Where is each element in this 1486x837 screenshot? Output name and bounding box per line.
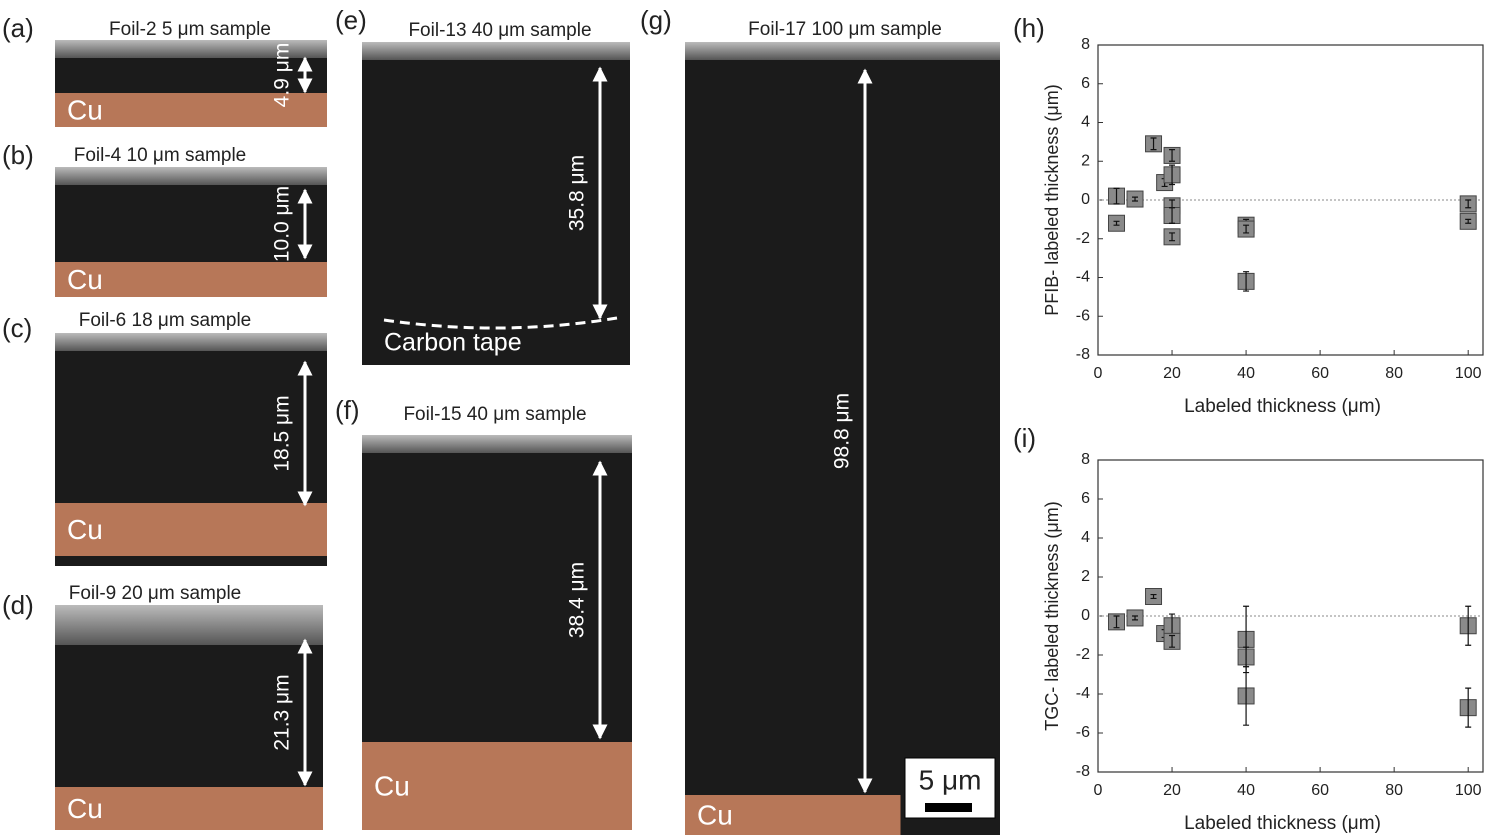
x-tick-label: 100: [1455, 365, 1482, 382]
substrate-label: Cu: [67, 264, 103, 295]
substrate-label: Cu: [67, 793, 103, 824]
thickness-label: 38.4 μm: [566, 562, 589, 638]
x-tick-label: 60: [1311, 782, 1329, 799]
panel-title: Foil-2 5 μm sample: [109, 19, 271, 40]
y-tick-label: 2: [1081, 152, 1090, 169]
panel-title: Foil-17 100 μm sample: [748, 19, 942, 40]
x-tick-label: 100: [1455, 782, 1482, 799]
y-axis-label: PFIB- labeled thickness (μm): [1042, 84, 1062, 315]
panel-letter: (h): [1013, 13, 1045, 43]
y-tick-label: 2: [1081, 568, 1090, 585]
scale-bar: [925, 803, 972, 812]
y-tick-label: 4: [1081, 529, 1090, 546]
panel-letter: (b): [2, 140, 34, 170]
surface-crust: [55, 167, 327, 185]
y-tick-label: 0: [1081, 607, 1090, 624]
y-tick-label: 6: [1081, 75, 1090, 92]
y-axis-label: TGC- labeled thickness (μm): [1042, 501, 1062, 730]
panel-letter: (g): [640, 5, 672, 35]
y-tick-label: 4: [1081, 114, 1090, 131]
x-tick-label: 80: [1385, 365, 1403, 382]
panel-letter: (i): [1013, 423, 1036, 453]
y-tick-label: 8: [1081, 451, 1090, 468]
x-tick-label: 80: [1385, 782, 1403, 799]
substrate-label: Carbon tape: [384, 329, 522, 357]
panel-letter: (d): [2, 590, 34, 620]
surface-crust: [685, 42, 1000, 60]
thickness-label: 18.5 μm: [271, 395, 294, 471]
panel-letter: (c): [2, 313, 32, 343]
y-tick-label: -2: [1076, 230, 1090, 247]
thickness-label: 98.8 μm: [831, 393, 854, 469]
y-tick-label: -8: [1076, 346, 1090, 363]
y-tick-label: -4: [1076, 269, 1090, 286]
y-tick-label: -4: [1076, 685, 1090, 702]
y-tick-label: -2: [1076, 646, 1090, 663]
x-tick-label: 60: [1311, 365, 1329, 382]
y-tick-label: 0: [1081, 191, 1090, 208]
surface-crust: [55, 605, 323, 645]
panel-title: Foil-13 40 μm sample: [408, 20, 591, 41]
scale-bar-label: 5 μm: [919, 764, 982, 795]
y-tick-label: -6: [1076, 307, 1090, 324]
substrate-label: Cu: [67, 514, 103, 545]
thickness-label: 10.0 μm: [271, 186, 294, 262]
substrate-label: Cu: [67, 94, 103, 125]
surface-crust: [55, 333, 327, 351]
surface-crust: [362, 42, 630, 60]
thickness-label: 35.8 μm: [566, 155, 589, 231]
y-tick-label: 8: [1081, 36, 1090, 53]
panel-title: Foil-9 20 μm sample: [69, 583, 242, 604]
panel-letter: (e): [335, 5, 367, 35]
x-tick-label: 0: [1094, 782, 1103, 799]
sem-image: [362, 42, 630, 365]
x-axis-label: Labeled thickness (μm): [1184, 396, 1381, 417]
thickness-label: 4.9 μm: [271, 43, 294, 108]
y-tick-label: 6: [1081, 490, 1090, 507]
y-tick-label: -8: [1076, 763, 1090, 780]
substrate-label: Cu: [374, 770, 410, 801]
x-tick-label: 20: [1163, 365, 1181, 382]
figure: (a) Foil-2 5 μm sample4.9 μm Cu (b) Foil-4 1…: [0, 0, 1486, 837]
substrate-label: Cu: [697, 799, 733, 830]
panel-title: Foil-15 40 μm sample: [403, 404, 586, 425]
thickness-label: 21.3 μm: [271, 674, 294, 750]
x-axis-label: Labeled thickness (μm): [1184, 813, 1381, 834]
panel-title: Foil-6 18 μm sample: [79, 310, 252, 331]
y-tick-label: -6: [1076, 724, 1090, 741]
panel-letter: (f): [335, 395, 360, 425]
panel-letter: (a): [2, 13, 34, 43]
x-tick-label: 20: [1163, 782, 1181, 799]
panel-title: Foil-4 10 μm sample: [74, 145, 247, 166]
x-tick-label: 40: [1237, 782, 1255, 799]
x-tick-label: 40: [1237, 365, 1255, 382]
surface-crust: [362, 435, 632, 453]
x-tick-label: 0: [1094, 365, 1103, 382]
